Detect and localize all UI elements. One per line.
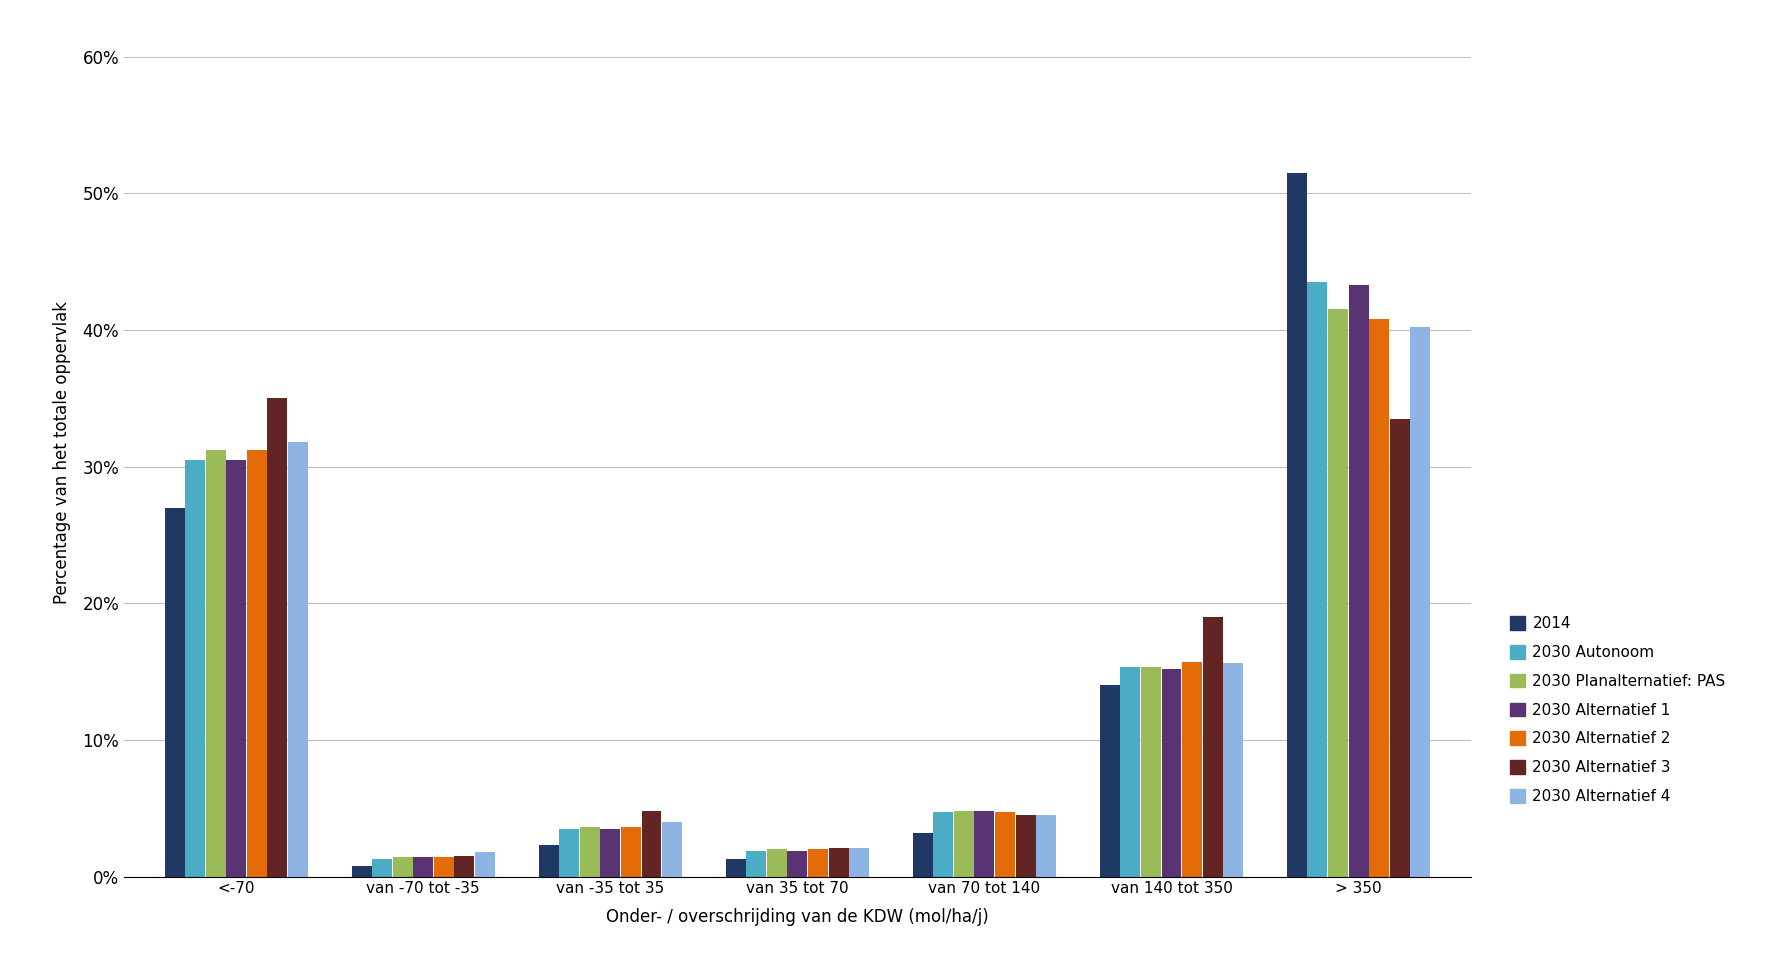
Bar	[1327, 310, 1348, 877]
Bar	[975, 811, 994, 877]
Bar	[727, 859, 746, 877]
Bar	[1182, 662, 1201, 877]
Bar	[289, 442, 308, 877]
Bar	[227, 460, 246, 877]
Bar	[746, 850, 766, 877]
Bar	[165, 507, 184, 877]
Bar	[1223, 663, 1244, 877]
Bar	[620, 827, 641, 877]
Bar	[996, 812, 1015, 877]
Bar	[808, 849, 828, 877]
Legend: 2014, 2030 Autonoom, 2030 Planalternatief: PAS, 2030 Alternatief 1, 2030 Alterna: 2014, 2030 Autonoom, 2030 Planalternatie…	[1504, 612, 1729, 808]
Bar	[787, 850, 808, 877]
Bar	[1015, 815, 1035, 877]
Bar	[579, 827, 599, 877]
Bar	[413, 857, 434, 877]
Bar	[184, 460, 206, 877]
Bar	[1308, 282, 1327, 877]
Bar	[767, 849, 787, 877]
Bar	[1161, 669, 1182, 877]
Bar	[1203, 617, 1223, 877]
Bar	[1286, 172, 1306, 877]
Bar	[913, 833, 932, 877]
Bar	[1370, 318, 1389, 877]
Bar	[953, 811, 975, 877]
Bar	[372, 859, 392, 877]
Bar	[539, 845, 558, 877]
X-axis label: Onder- / overschrijding van de KDW (mol/ha/j): Onder- / overschrijding van de KDW (mol/…	[606, 908, 989, 925]
Bar	[475, 852, 494, 877]
Bar	[1348, 284, 1368, 877]
Bar	[849, 848, 868, 877]
Y-axis label: Percentage van het totale oppervlak: Percentage van het totale oppervlak	[53, 301, 71, 605]
Bar	[934, 812, 953, 877]
Bar	[601, 829, 620, 877]
Bar	[454, 856, 475, 877]
Bar	[663, 822, 682, 877]
Bar	[1100, 686, 1120, 877]
Bar	[1120, 667, 1141, 877]
Bar	[1411, 327, 1430, 877]
Bar	[1389, 419, 1411, 877]
Bar	[246, 450, 268, 877]
Bar	[1037, 815, 1056, 877]
Bar	[351, 866, 372, 877]
Bar	[393, 857, 413, 877]
Bar	[268, 398, 287, 877]
Bar	[560, 829, 579, 877]
Bar	[206, 450, 225, 877]
Bar	[829, 848, 849, 877]
Bar	[641, 811, 661, 877]
Bar	[1141, 667, 1161, 877]
Bar	[434, 857, 454, 877]
